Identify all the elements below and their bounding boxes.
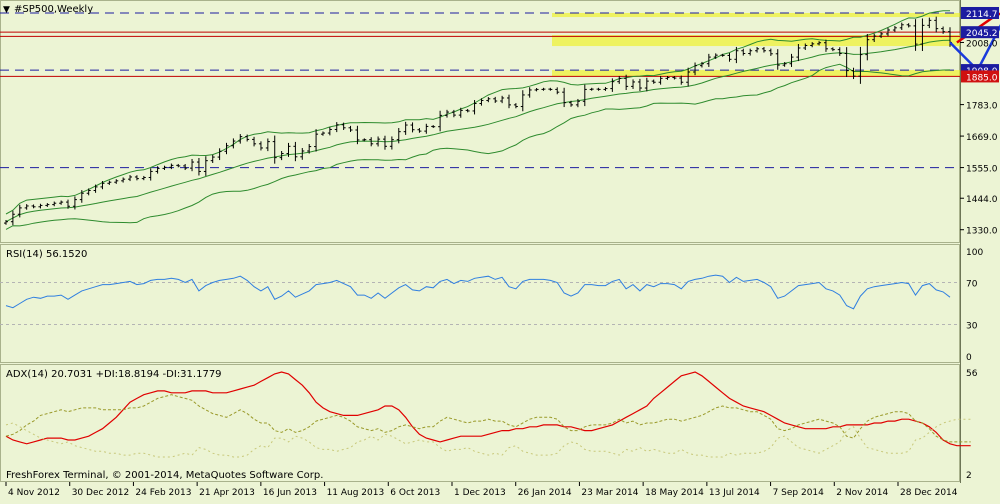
x-axis-tick-label: 4 Nov 2012 <box>8 488 60 498</box>
adx-chart-layer <box>5 371 971 458</box>
adx-series-adx <box>5 371 971 447</box>
price-level-tag <box>961 6 999 19</box>
rsi-indicator-title: RSI(14) 56.1520 <box>6 249 87 260</box>
y-axis-tick-label: 1444.0 <box>966 195 998 205</box>
adx-series-minusdi <box>5 418 971 458</box>
y-axis-tick-label: 1783.0 <box>966 102 998 112</box>
main-chart-title: #SP500,Weekly <box>14 4 93 15</box>
x-axis-tick-label: 6 Oct 2013 <box>390 488 440 498</box>
y-axis-tick-label: 2008.0 <box>966 39 998 49</box>
rsi-axis-tick-label: 70 <box>966 280 978 290</box>
main-price-panel[interactable] <box>0 0 960 243</box>
rsi-panel[interactable] <box>0 244 960 363</box>
x-axis-tick-label: 26 Jan 2014 <box>518 488 572 498</box>
collapse-triangle-icon[interactable]: ▼ <box>3 5 10 15</box>
price-level-tag <box>961 26 999 39</box>
bollinger-upper-band <box>5 10 950 215</box>
axis-layer: 2008.0 1783.0 1669.0 1555.0 1444.0 1330.0 2114… <box>5 6 999 498</box>
x-axis-tick-label: 30 Dec 2012 <box>72 488 130 498</box>
price-level-tag <box>961 70 999 83</box>
y-axis-tick-label: 1330.0 <box>966 227 998 237</box>
bollinger-lower-band <box>5 63 951 230</box>
rsi-axis-tick-label: 0 <box>966 353 972 363</box>
rsi-axis-tick-label: 100 <box>966 248 983 258</box>
adx-indicator-title: ADX(14) 20.7031 +DI:18.8194 -DI:31.1779 <box>6 369 222 380</box>
support-resistance-zone <box>552 35 960 47</box>
x-axis-tick-label: 24 Feb 2013 <box>135 488 191 498</box>
rsi-line <box>5 274 951 310</box>
x-axis-tick-label: 1 Dec 2013 <box>454 488 506 498</box>
support-resistance-zone <box>552 70 960 77</box>
adx-axis-tick-label: 2 <box>966 471 972 481</box>
bollinger-middle-band <box>5 39 951 223</box>
adx-axis-tick-label: 56 <box>966 369 978 379</box>
price-level-tag-label: 2114.7 <box>966 10 998 20</box>
rsi-chart-layer <box>0 274 960 325</box>
x-axis-tick-label: 11 Aug 2013 <box>327 488 385 498</box>
x-axis-tick-label: 16 Jun 2013 <box>263 488 317 498</box>
forecast-blue-path <box>949 24 1000 72</box>
main-chart-layer <box>0 10 1000 230</box>
x-axis-tick-label: 21 Apr 2013 <box>199 488 255 498</box>
rsi-axis-tick-label: 30 <box>966 322 978 332</box>
x-axis-tick-label: 13 Jul 2014 <box>709 488 760 498</box>
adx-panel[interactable] <box>0 364 960 482</box>
y-axis-tick-label: 1669.0 <box>966 133 998 143</box>
price-level-tag-label: 2045.2 <box>966 29 998 39</box>
copyright-notice: FreshForex Terminal, © 2001-2014, MetaQu… <box>6 470 323 481</box>
x-axis-tick-label: 23 Mar 2014 <box>581 488 638 498</box>
price-level-tag-label: 1885.0 <box>966 73 998 83</box>
y-axis-tick-label: 1555.0 <box>966 165 998 175</box>
adx-series-plusdi <box>5 394 971 443</box>
x-axis-tick-label: 28 Dec 2014 <box>900 488 958 498</box>
x-axis-tick-label: 2 Nov 2014 <box>836 488 888 498</box>
support-resistance-zone <box>552 12 960 18</box>
x-axis-tick-label: 7 Sep 2014 <box>773 488 825 498</box>
x-axis-tick-label: 18 May 2014 <box>645 488 704 498</box>
